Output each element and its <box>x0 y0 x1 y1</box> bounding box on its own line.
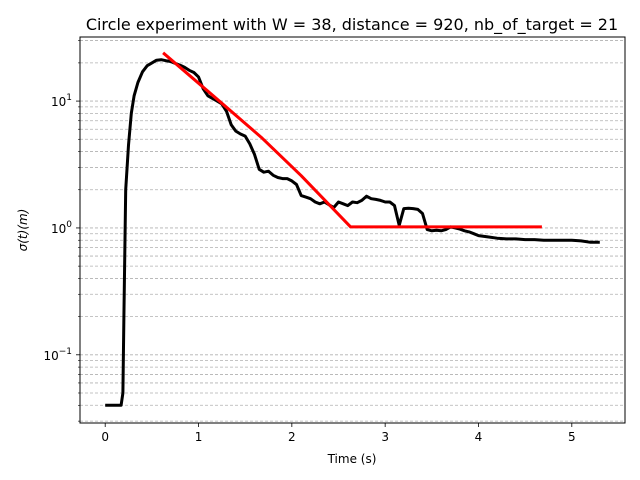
x-tick-label: 3 <box>381 430 389 444</box>
x-tick-label: 2 <box>288 430 296 444</box>
fitted-model-line <box>162 51 542 229</box>
y-tick-label: 100 <box>51 220 72 236</box>
y-tick-label: 101 <box>51 93 72 109</box>
x-tick-label: 0 <box>101 430 109 444</box>
plot-frame <box>79 36 626 424</box>
x-tick-label: 4 <box>475 430 483 444</box>
data-series <box>105 51 600 407</box>
x-tick-label: 1 <box>195 430 203 444</box>
y-axis-label: σ(t)(m) <box>16 209 30 252</box>
x-axis-label: Time (s) <box>327 452 377 466</box>
y-tick-label: 10−1 <box>43 347 72 363</box>
x-tick-label: 5 <box>568 430 576 444</box>
axis-ticks: 0 1 2 3 4 5 10−1 100 101 <box>43 40 576 444</box>
grid-lines <box>80 40 625 422</box>
chart-title: Circle experiment with W = 38, distance … <box>86 15 618 35</box>
